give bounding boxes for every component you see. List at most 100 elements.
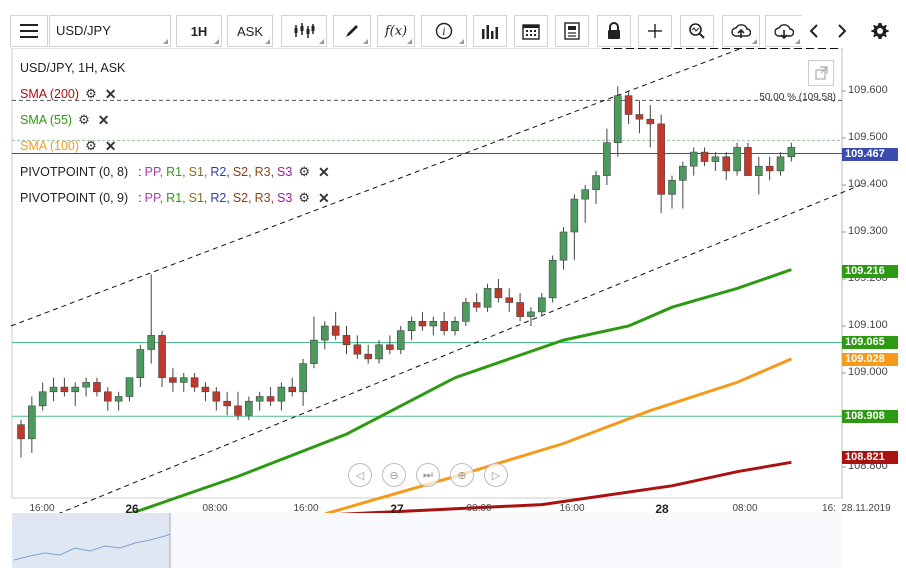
candle-body xyxy=(657,123,665,195)
legend-pivot-2[interactable]: PIVOTPOINT (0, 9) : PP, R1, S1, R2, S2, … xyxy=(20,185,330,211)
dropdown-corner-icon xyxy=(459,39,464,44)
candle-body xyxy=(722,156,731,172)
draw-button[interactable] xyxy=(333,15,371,47)
candle-body xyxy=(668,180,676,195)
close-icon[interactable]: ✕ xyxy=(104,86,117,102)
download-icon xyxy=(774,24,794,40)
candle-body xyxy=(462,302,470,322)
chart-type-button[interactable] xyxy=(281,15,327,47)
candle-body xyxy=(483,288,492,308)
volume-bars-icon xyxy=(482,25,498,39)
x-tick: 16:00 xyxy=(29,503,55,514)
candle-body xyxy=(104,391,112,402)
sma100-label[interactable]: SMA (100) xyxy=(20,139,80,153)
gear-icon[interactable]: ⚙ xyxy=(298,164,310,179)
close-icon[interactable]: ✕ xyxy=(318,190,330,206)
pivot-price-tag-a: 109.065 xyxy=(842,336,898,349)
pan-left-icon: ◁ xyxy=(355,469,365,482)
candle-body xyxy=(733,147,741,172)
pivot2-label[interactable]: PIVOTPOINT (0, 9) xyxy=(20,191,129,205)
pivot1-label[interactable]: PIVOTPOINT (0, 8) xyxy=(20,165,129,179)
download-button[interactable] xyxy=(765,15,803,47)
sma55-price-tag: 109.216 xyxy=(842,265,898,278)
gear-icon[interactable]: ⚙ xyxy=(85,86,97,101)
legend-pivot-1[interactable]: PIVOTPOINT (0, 8) : PP, R1, S1, R2, S2, … xyxy=(20,159,330,185)
pivot-s3: S3 xyxy=(277,165,293,179)
scroll-left-button[interactable] xyxy=(802,15,826,47)
candles xyxy=(17,86,796,458)
dropdown-corner-icon xyxy=(214,39,219,44)
gear-icon[interactable]: ⚙ xyxy=(298,190,310,205)
reset-view-button[interactable]: ⏭ xyxy=(416,463,440,487)
y-tick-label: 109.400 xyxy=(848,178,888,190)
candle-body xyxy=(646,118,655,125)
chevron-left-icon xyxy=(809,24,818,38)
pivot-sep: : xyxy=(138,165,142,179)
function-button[interactable]: f(x) xyxy=(377,15,415,47)
y-tick-label: 109.500 xyxy=(848,131,888,143)
expand-button[interactable] xyxy=(808,60,834,86)
candle-body xyxy=(82,382,90,388)
x-tick: 08:00 xyxy=(202,503,228,514)
channel-upper-line xyxy=(10,48,744,327)
candle-body xyxy=(49,386,58,393)
sma55-label[interactable]: SMA (55) xyxy=(20,113,73,127)
menu-button[interactable] xyxy=(10,15,48,47)
gear-icon[interactable]: ⚙ xyxy=(78,112,90,127)
zoom-icon xyxy=(689,23,705,39)
trend-channel[interactable] xyxy=(10,48,861,515)
close-icon[interactable]: ✕ xyxy=(97,112,110,128)
close-icon[interactable]: ✕ xyxy=(318,164,330,180)
timeframe-select[interactable]: 1H xyxy=(176,15,222,47)
candle-body xyxy=(570,198,579,233)
zoom-in-button[interactable]: ⊕ xyxy=(450,463,474,487)
candle-body xyxy=(277,386,286,402)
candle-body xyxy=(169,377,177,383)
crosshair-button[interactable] xyxy=(638,15,672,47)
candle-body xyxy=(114,396,123,402)
pivot-r1: R1, xyxy=(166,191,186,205)
price-chart[interactable]: 50.00 % (109.58) xyxy=(0,48,906,568)
candle-body xyxy=(147,335,155,350)
scroll-right-button[interactable] xyxy=(830,15,854,47)
candle-body xyxy=(624,95,633,115)
chevron-right-icon xyxy=(838,24,847,38)
zoom-button[interactable] xyxy=(680,15,714,47)
candle-body xyxy=(320,325,329,341)
x-tick: 16: xyxy=(822,503,836,514)
close-icon[interactable]: ✕ xyxy=(104,138,117,154)
lock-button[interactable] xyxy=(597,15,631,47)
legend-sma200[interactable]: SMA (200) ⚙ ✕ xyxy=(20,81,330,107)
crosshair-icon xyxy=(648,24,662,38)
candle-body xyxy=(613,95,622,144)
symbol-select[interactable]: USD/JPY xyxy=(49,15,171,47)
zoom-out-button[interactable]: ⊖ xyxy=(382,463,406,487)
settings-button[interactable] xyxy=(866,15,894,47)
dropdown-corner-icon xyxy=(163,39,168,44)
candle-body xyxy=(136,349,145,379)
news-button[interactable] xyxy=(555,15,589,47)
volume-button[interactable] xyxy=(473,15,507,47)
candle-body xyxy=(288,386,297,393)
candle-body xyxy=(559,231,568,261)
pivot-s2: S2, xyxy=(232,165,252,179)
pivot-pp: PP, xyxy=(144,191,164,205)
candle-body xyxy=(592,175,600,190)
pan-right-button[interactable]: ▷ xyxy=(484,463,508,487)
info-button[interactable]: i xyxy=(421,15,467,47)
pivot-price-tag-b: 108.908 xyxy=(842,410,898,423)
timeframe-label: 1H xyxy=(190,23,208,39)
y-tick-label: 109.600 xyxy=(848,84,888,96)
gear-icon[interactable]: ⚙ xyxy=(85,138,97,153)
draw-icon xyxy=(346,25,358,37)
calendar-button[interactable] xyxy=(514,15,548,47)
sma200-label[interactable]: SMA (200) xyxy=(20,87,80,101)
pan-left-button[interactable]: ◁ xyxy=(348,463,372,487)
candle-body xyxy=(711,156,720,162)
upload-button[interactable] xyxy=(722,15,760,47)
legend-sma100[interactable]: SMA (100) ⚙ ✕ xyxy=(20,133,330,159)
legend-sma55[interactable]: SMA (55) ⚙ ✕ xyxy=(20,107,330,133)
price-type-select[interactable]: ASK xyxy=(227,15,273,47)
candle-body xyxy=(179,377,188,383)
navigator-window[interactable] xyxy=(12,513,170,568)
